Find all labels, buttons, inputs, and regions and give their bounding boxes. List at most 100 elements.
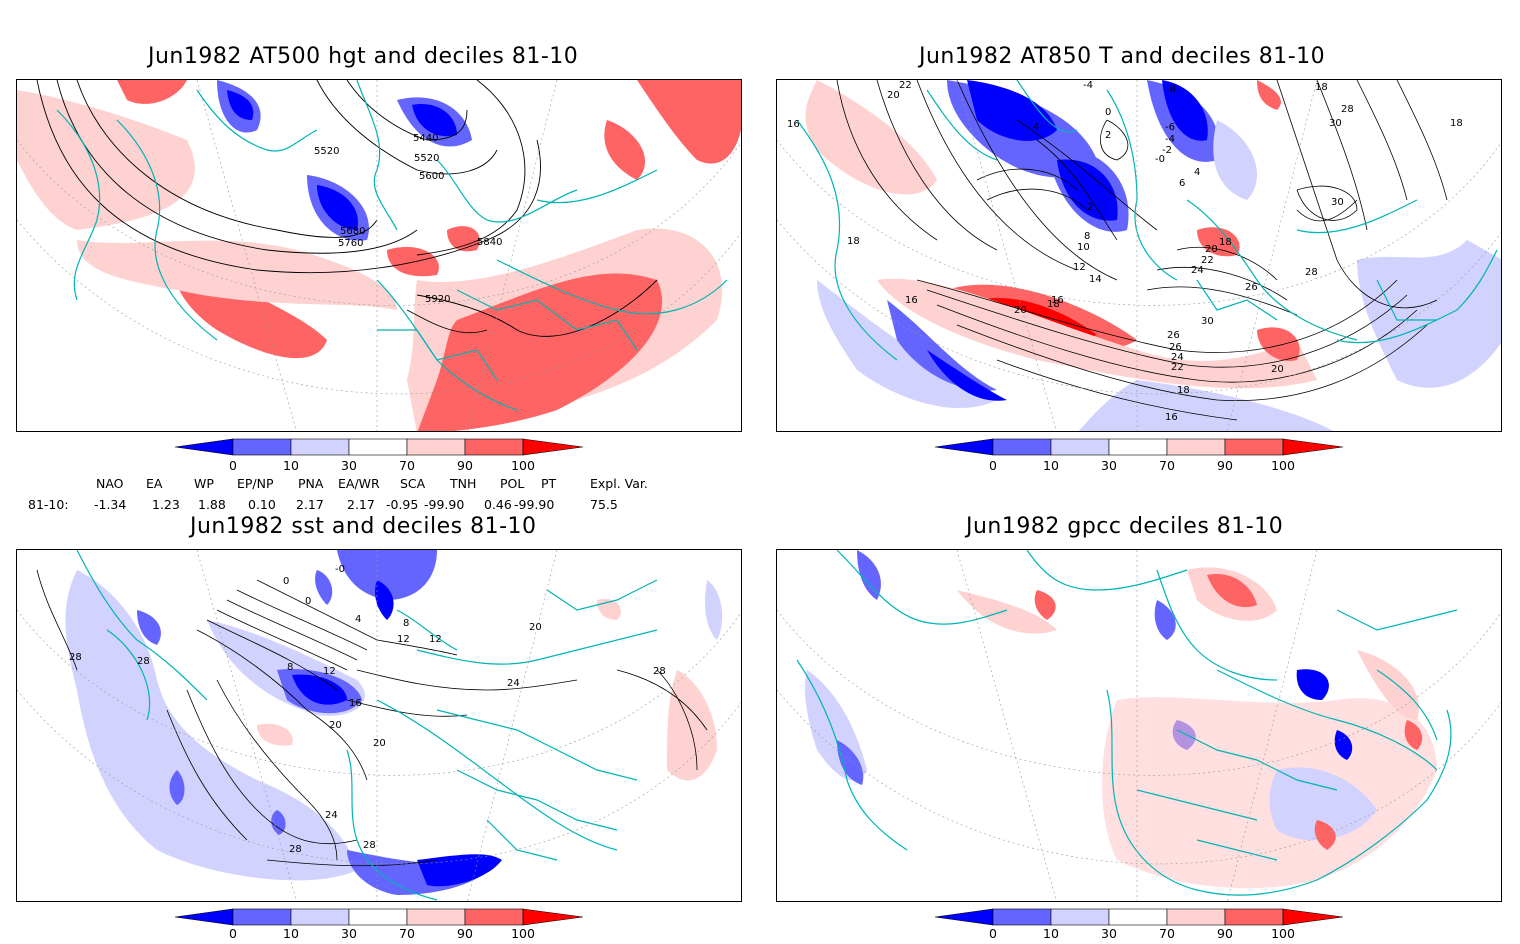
- index-value: 0.10: [248, 497, 276, 512]
- teleconnection-index-table: NAO EA WP EP/NP PNA EA/WR SCA TNH POL PT…: [0, 474, 700, 514]
- index-row-label: 81-10:: [28, 497, 69, 512]
- index-value: 2.17: [296, 497, 324, 512]
- contour-label: 24: [1191, 265, 1204, 276]
- contour-label: -4: [1165, 134, 1175, 145]
- panel-title-at500: Jun1982 AT500 hgt and deciles 81-10: [148, 44, 579, 69]
- colorbar-top-right: 0 10 30 70 90 100: [934, 438, 1355, 478]
- index-header: EA/WR: [338, 476, 380, 491]
- cb-tick: 70: [399, 458, 415, 473]
- contour-label: -4: [1083, 80, 1093, 91]
- index-header: POL: [500, 476, 525, 491]
- cb-70-90: [1166, 908, 1226, 926]
- cb-tick: 10: [1043, 926, 1059, 940]
- contour-label: 6: [1179, 178, 1185, 189]
- index-value: 1.88: [198, 497, 226, 512]
- contour-label: 10: [1077, 242, 1090, 253]
- decile-shading: [65, 550, 723, 895]
- index-value: 2.17: [347, 497, 375, 512]
- contour-label: 18: [1047, 299, 1060, 310]
- cb-0-10: [992, 438, 1052, 456]
- index-header: EA: [146, 476, 163, 491]
- contour-label: 26: [1167, 330, 1180, 341]
- contour-label: 8: [1084, 231, 1090, 242]
- contour-label: 5760: [338, 238, 363, 249]
- contour-label: 5840: [477, 237, 502, 248]
- contour-label: 8: [403, 618, 409, 629]
- contour-labels: 22 20 16 -4 -8 18 28 30 18 0 2 4 -6 -4 -…: [787, 80, 1463, 423]
- cb-30-70: [348, 438, 408, 456]
- cb-0-10: [232, 908, 292, 926]
- contour-label: 26: [1169, 342, 1182, 353]
- contour-label: 12: [323, 666, 336, 677]
- cb-tick: 90: [457, 926, 473, 940]
- contour-label: 12: [1073, 262, 1086, 273]
- contour-label: 28: [653, 666, 666, 677]
- cb-tick: 10: [283, 458, 299, 473]
- sst-contours: [36, 569, 708, 867]
- contour-label: 28: [1341, 104, 1354, 115]
- cb-70-90: [1166, 438, 1226, 456]
- colorbar-top-left: 0 10 30 70 90 100: [174, 438, 595, 478]
- contour-label: 22: [1171, 362, 1184, 373]
- cb-10-30: [1050, 908, 1110, 926]
- contour-label: 14: [1089, 274, 1102, 285]
- contour-label: -0: [1155, 154, 1165, 165]
- contour-label: 20: [373, 738, 386, 749]
- cb-tick: 70: [1159, 458, 1175, 473]
- index-value: 0.46: [484, 497, 512, 512]
- contour-label: 16: [787, 119, 800, 130]
- index-header: TNH: [450, 476, 477, 491]
- contour-label: 2: [1105, 130, 1111, 141]
- contour-labels: 5440 5520 5520 5600 5680 5760 5840 5920: [314, 133, 502, 305]
- contour-label: 20: [1205, 244, 1218, 255]
- contour-label: 5600: [419, 171, 444, 182]
- contour-labels: 28 28 0 -0 0 4 12 8 12 16 20 20 24 28 28…: [69, 564, 666, 855]
- contour-label: -2: [1162, 145, 1172, 156]
- graticule: [17, 80, 741, 431]
- index-header: PT: [541, 476, 557, 491]
- index-value: -1.34: [94, 497, 127, 512]
- contour-label: 28: [363, 840, 376, 851]
- cb-tick: 70: [1159, 926, 1175, 940]
- graticule: [777, 550, 1501, 901]
- cb-below: [934, 438, 994, 456]
- cb-above: [522, 438, 584, 456]
- cb-10-30: [290, 908, 350, 926]
- cb-tick: 30: [341, 458, 357, 473]
- contour-label: 28: [289, 844, 302, 855]
- cb-tick: 0: [989, 926, 997, 940]
- cb-above: [1282, 438, 1344, 456]
- cb-10-30: [290, 438, 350, 456]
- cb-30-70: [348, 908, 408, 926]
- contour-label: -8: [1166, 84, 1176, 95]
- cb-30-70: [1108, 438, 1168, 456]
- map-at500-hgt: 5440 5520 5520 5600 5680 5760 5840 5920: [16, 79, 742, 432]
- cb-90-100: [1224, 908, 1284, 926]
- contour-label: 5520: [314, 146, 339, 157]
- contour-label: 18: [1219, 237, 1232, 248]
- colorbar-bottom-left: 0 10 30 70 90 100: [174, 908, 595, 941]
- graticule: [17, 550, 741, 901]
- contour-label: 5680: [340, 226, 365, 237]
- cb-below: [174, 908, 234, 926]
- index-value: 1.23: [152, 497, 180, 512]
- contour-label: 16: [1165, 412, 1178, 423]
- contour-label: 20: [1014, 305, 1027, 316]
- index-value: -99.90: [514, 497, 555, 512]
- contour-label: 5440: [413, 133, 438, 144]
- panel-title-at850: Jun1982 AT850 T and deciles 81-10: [919, 44, 1326, 69]
- contour-label: -0: [335, 564, 345, 575]
- contour-label: 4: [355, 614, 361, 625]
- contour-label: 30: [1331, 197, 1344, 208]
- graticule: [777, 80, 1501, 431]
- contour-label: 18: [1315, 82, 1328, 93]
- cb-tick: 30: [341, 926, 357, 940]
- coastlines: [796, 550, 1458, 896]
- cb-below: [934, 908, 994, 926]
- contour-label: 16: [905, 295, 918, 306]
- cb-tick: 30: [1101, 458, 1117, 473]
- index-header: WP: [194, 476, 214, 491]
- index-header: SCA: [400, 476, 426, 491]
- cb-tick: 100: [511, 926, 535, 940]
- cb-tick: 10: [1043, 458, 1059, 473]
